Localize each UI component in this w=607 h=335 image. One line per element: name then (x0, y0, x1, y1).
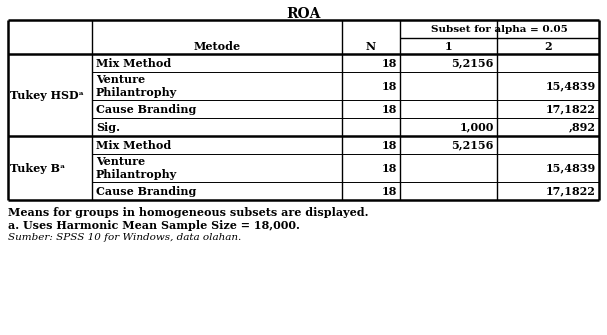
Text: 18: 18 (382, 139, 397, 150)
Text: Metode: Metode (194, 41, 240, 52)
Text: 18: 18 (382, 104, 397, 115)
Text: 15,4839: 15,4839 (546, 80, 596, 91)
Text: Mix Method: Mix Method (96, 58, 171, 68)
Text: Subset for alpha = 0.05: Subset for alpha = 0.05 (431, 24, 568, 34)
Text: Mix Method: Mix Method (96, 139, 171, 150)
Text: Cause Branding: Cause Branding (96, 186, 197, 197)
Text: Venture
Philantrophy: Venture Philantrophy (96, 156, 177, 180)
Text: 2: 2 (544, 41, 552, 52)
Text: ROA: ROA (287, 7, 320, 21)
Text: 17,1822: 17,1822 (546, 186, 596, 197)
Text: Tukey Bᵃ: Tukey Bᵃ (10, 162, 65, 174)
Text: ,892: ,892 (569, 122, 596, 133)
Text: 18: 18 (382, 58, 397, 68)
Text: 5,2156: 5,2156 (452, 139, 494, 150)
Text: Sig.: Sig. (96, 122, 120, 133)
Text: 5,2156: 5,2156 (452, 58, 494, 68)
Text: 17,1822: 17,1822 (546, 104, 596, 115)
Text: Sumber: SPSS 10 for Windows, data olahan.: Sumber: SPSS 10 for Windows, data olahan… (8, 233, 241, 242)
Text: 1: 1 (445, 41, 452, 52)
Text: Means for groups in homogeneous subsets are displayed.: Means for groups in homogeneous subsets … (8, 207, 368, 218)
Text: Tukey HSDᵃ: Tukey HSDᵃ (10, 89, 84, 100)
Text: Venture
Philantrophy: Venture Philantrophy (96, 74, 177, 98)
Text: Cause Branding: Cause Branding (96, 104, 197, 115)
Text: 15,4839: 15,4839 (546, 162, 596, 174)
Text: N: N (366, 41, 376, 52)
Text: a. Uses Harmonic Mean Sample Size = 18,000.: a. Uses Harmonic Mean Sample Size = 18,0… (8, 220, 300, 231)
Text: 1,000: 1,000 (459, 122, 494, 133)
Text: 18: 18 (382, 162, 397, 174)
Text: 18: 18 (382, 80, 397, 91)
Text: 18: 18 (382, 186, 397, 197)
